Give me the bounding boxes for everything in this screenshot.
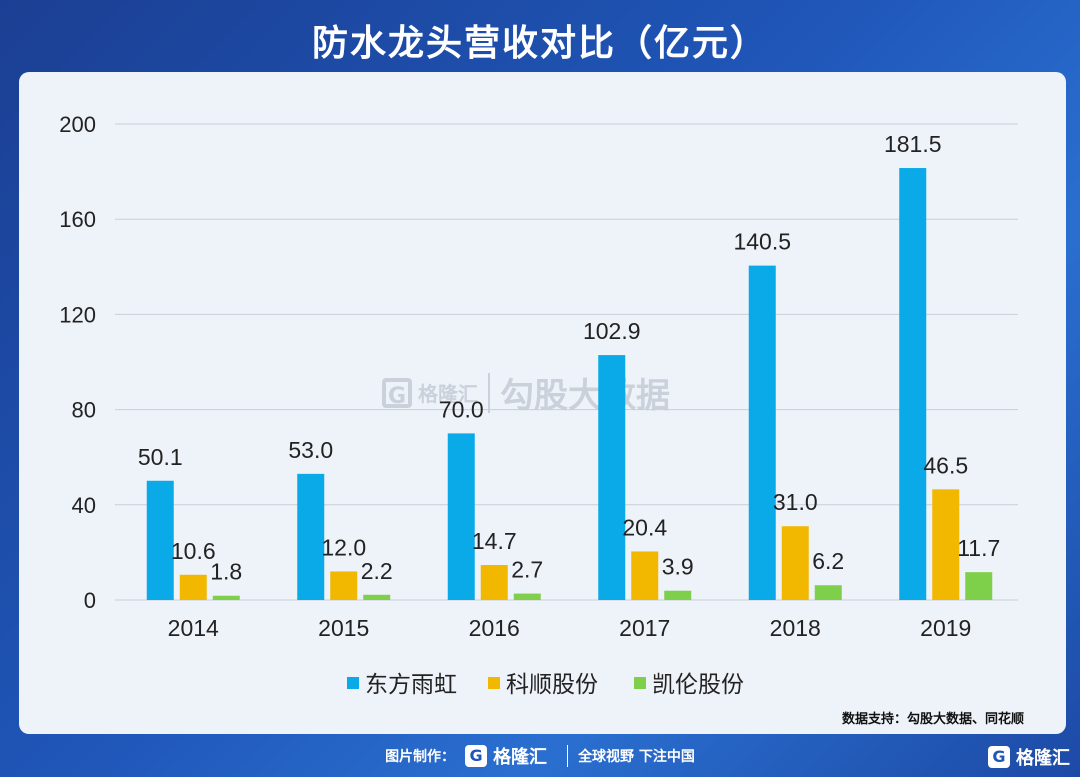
watermark-divider	[488, 372, 490, 413]
data-label: 181.5	[884, 131, 942, 157]
footer-prefix: 图片制作：	[385, 749, 456, 765]
legend-swatch-1	[347, 677, 359, 689]
x-tick-label: 2019	[920, 615, 971, 641]
bar-2	[631, 551, 659, 600]
data-label: 70.0	[439, 396, 484, 422]
bar-1	[297, 473, 325, 600]
bar-3	[965, 572, 993, 600]
source-note: 数据支持：勾股大数据、同花顺	[841, 712, 1024, 727]
bar-3	[212, 595, 240, 600]
data-label: 10.6	[171, 538, 216, 564]
legend-label-3: 凯伦股份	[652, 672, 744, 698]
data-label: 53.0	[288, 437, 333, 463]
legend-label-2: 科顺股份	[506, 672, 598, 698]
bar-1	[447, 433, 475, 600]
legend-label-1: 东方雨虹	[365, 672, 457, 698]
x-tick-label: 2014	[168, 615, 219, 641]
bar-1	[899, 168, 927, 600]
bar-2	[932, 489, 960, 600]
corner-brand-text: 格隆汇	[1016, 748, 1070, 769]
bar-2	[330, 571, 358, 600]
watermark-brand: 格隆汇	[418, 382, 478, 406]
data-label: 31.0	[773, 489, 818, 515]
x-tick-label: 2015	[318, 615, 369, 641]
y-tick-label: 80	[72, 398, 96, 423]
y-tick-label: 120	[59, 302, 96, 327]
bar-3	[513, 593, 541, 600]
bar-1	[146, 480, 174, 600]
data-label: 11.7	[957, 535, 1000, 561]
data-label: 102.9	[583, 318, 641, 344]
data-label: 46.5	[923, 452, 968, 478]
x-tick-label: 2017	[619, 615, 670, 641]
footer-slogan: 全球视野 下注中国	[578, 749, 695, 765]
legend-swatch-3	[634, 677, 646, 689]
data-label: 3.9	[662, 554, 694, 580]
data-label: 140.5	[733, 229, 791, 255]
gelonghui-logo-icon: G	[382, 377, 412, 409]
data-label: 12.0	[321, 534, 366, 560]
footer-brand: 格隆汇	[493, 747, 548, 768]
bar-3	[664, 590, 692, 600]
corner-logo-icon: G	[988, 746, 1010, 768]
bar-2	[480, 565, 508, 600]
footer: 图片制作： G 格隆汇 全球视野 下注中国	[0, 738, 1080, 774]
x-tick-label: 2016	[469, 615, 520, 641]
bar-3	[363, 594, 391, 600]
data-label: 6.2	[812, 548, 844, 574]
footer-logo-icon: G	[465, 745, 488, 767]
y-tick-label: 200	[59, 112, 96, 137]
footer-divider	[567, 745, 569, 767]
data-label: 20.4	[622, 514, 667, 540]
bar-2	[179, 574, 207, 600]
bar-3	[814, 585, 842, 600]
x-tick-label: 2018	[770, 615, 821, 641]
y-tick-label: 160	[59, 207, 96, 232]
data-label: 1.8	[210, 559, 242, 585]
data-label: 2.7	[511, 557, 543, 583]
data-label: 50.1	[138, 444, 183, 470]
y-tick-label: 0	[84, 588, 96, 613]
corner-brand: G 格隆汇	[988, 744, 1070, 770]
chart-title: 防水龙头营收对比（亿元）	[311, 23, 768, 64]
data-label: 14.7	[472, 528, 517, 554]
y-tick-label: 40	[72, 493, 96, 518]
bar-1	[598, 355, 626, 600]
bar-2	[781, 526, 809, 600]
bar-1	[748, 265, 776, 600]
chart-panel	[19, 72, 1066, 734]
legend-swatch-2	[488, 677, 500, 689]
data-label: 2.2	[361, 558, 393, 584]
